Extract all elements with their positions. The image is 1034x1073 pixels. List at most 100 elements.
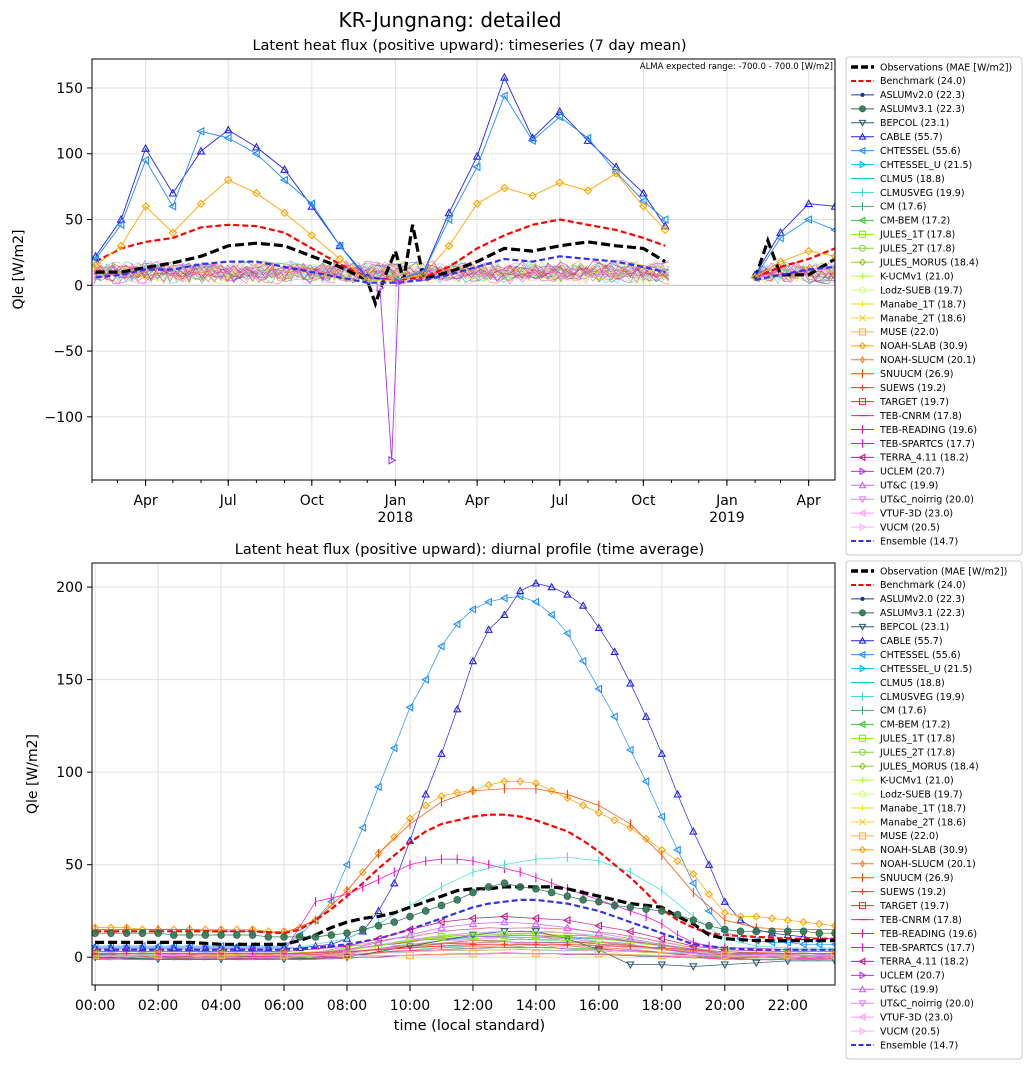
series-marker	[657, 951, 666, 960]
legend-label: TEB-CNRM (17.8)	[879, 915, 962, 926]
legend-label: UT&C (19.9)	[880, 985, 938, 996]
series-marker	[437, 749, 446, 757]
y-tick-label: 150	[56, 673, 83, 689]
legend-item: Benchmark (24.0)	[851, 76, 966, 87]
series-marker	[531, 914, 540, 923]
legend-label: CHTESSEL (55.6)	[880, 650, 961, 661]
background-series-line	[427, 259, 670, 275]
legend-marker	[860, 859, 865, 868]
series-marker	[484, 883, 493, 891]
series-marker	[295, 923, 304, 932]
series-marker	[406, 951, 414, 960]
series-marker	[532, 884, 540, 893]
y-tick-label: −50	[53, 344, 83, 360]
series-marker	[185, 931, 194, 939]
x-tick-label: 20:00	[705, 998, 745, 1014]
series-marker	[388, 455, 397, 465]
legend-label: JULES_2T (17.8)	[879, 748, 955, 759]
legend-item: JULES_2T (17.8)	[851, 244, 955, 255]
legend-label: VUCM (20.5)	[880, 1026, 940, 1037]
legend-marker	[859, 523, 867, 532]
legend-label: CHTESSEL (55.6)	[880, 146, 961, 157]
series-line-observations	[95, 224, 835, 309]
series-marker	[563, 590, 572, 598]
series-marker	[374, 921, 383, 930]
legend-marker	[858, 230, 867, 238]
series-marker	[657, 934, 666, 943]
legend-marker	[858, 985, 867, 993]
legend-marker	[859, 888, 866, 895]
series-marker	[358, 823, 366, 832]
series-marker	[395, 278, 404, 288]
series-marker	[626, 961, 635, 970]
series-marker	[783, 951, 792, 960]
series-marker	[92, 261, 100, 270]
legend-item: BEPCOL (23.1)	[851, 118, 949, 129]
legend-marker	[859, 286, 866, 294]
legend-item: JULES_1T (17.8)	[851, 734, 955, 745]
series-marker	[437, 923, 446, 931]
legend-item: SNUUCM (26.9)	[851, 369, 953, 380]
background-series-line	[758, 260, 835, 275]
series-marker	[217, 951, 225, 960]
legend-item: VTUF-3D (23.0)	[851, 1012, 953, 1023]
series-marker	[673, 789, 682, 798]
legend-label: JULES_1T (17.8)	[879, 734, 955, 745]
series-line-uclem	[379, 282, 400, 461]
series-marker	[799, 932, 808, 941]
series-marker	[248, 931, 257, 939]
series-marker	[547, 786, 556, 795]
series-line-chtessel	[95, 595, 835, 947]
series-marker	[419, 270, 428, 280]
series-marker	[405, 930, 415, 939]
series-line-ensemble	[95, 255, 835, 284]
series-marker	[421, 907, 430, 915]
series-marker	[92, 929, 99, 937]
legend-item: VTUF-3D (23.0)	[851, 508, 953, 519]
legend-item: Manabe_1T (18.7)	[851, 803, 966, 814]
legend-marker	[858, 328, 867, 336]
series-marker	[201, 931, 210, 939]
x-tick-label: Apr	[465, 493, 489, 509]
series-marker	[720, 949, 730, 957]
legend-label: ASLUMv2.0 (22.3)	[880, 90, 965, 101]
series-marker	[610, 647, 619, 656]
series-marker	[689, 826, 698, 835]
legend-label: TEB-CNRM (17.8)	[879, 411, 962, 422]
legend-marker	[859, 273, 866, 280]
background-series-line	[426, 267, 670, 285]
series-marker	[343, 951, 351, 960]
series-marker	[578, 601, 588, 609]
series-marker	[484, 625, 493, 633]
series-marker	[594, 921, 603, 931]
legend-item: CM-BEM (17.2)	[851, 720, 950, 731]
chart-title: Latent heat flux (positive upward): time…	[252, 38, 686, 54]
series-marker	[815, 929, 824, 937]
series-marker	[168, 188, 178, 197]
legend-label: SNUUCM (26.9)	[880, 873, 953, 884]
series-marker	[799, 940, 807, 949]
legend-marker	[859, 160, 867, 169]
legend-label: SUEWS (19.2)	[880, 383, 946, 394]
x-tick-label-year: 2018	[378, 510, 414, 526]
x-tick-label: 04:00	[201, 998, 241, 1014]
series-marker	[564, 940, 571, 948]
legend-marker	[858, 623, 867, 631]
series-marker	[279, 175, 288, 185]
series-marker	[547, 582, 556, 591]
series-line-benchmark	[95, 813, 835, 940]
series-marker	[657, 812, 666, 821]
series-marker	[783, 927, 792, 936]
legend-0: Observations (MAE [W/m2]) Benchmark (24.0…	[845, 56, 1023, 556]
legend-label: ASLUMv3.1 (22.3)	[880, 608, 965, 619]
series-marker	[704, 860, 714, 868]
legend-marker	[858, 957, 866, 966]
legend-label: TERRA_4.11 (18.2)	[879, 453, 969, 464]
legend-item: CM (17.6)	[851, 202, 926, 213]
background-series-line	[758, 266, 835, 281]
series-marker	[641, 777, 650, 786]
series-marker	[437, 917, 445, 927]
series-marker	[610, 901, 619, 910]
series-marker	[563, 923, 572, 931]
legend-item: Lodz-SUEB (19.7)	[851, 285, 962, 296]
